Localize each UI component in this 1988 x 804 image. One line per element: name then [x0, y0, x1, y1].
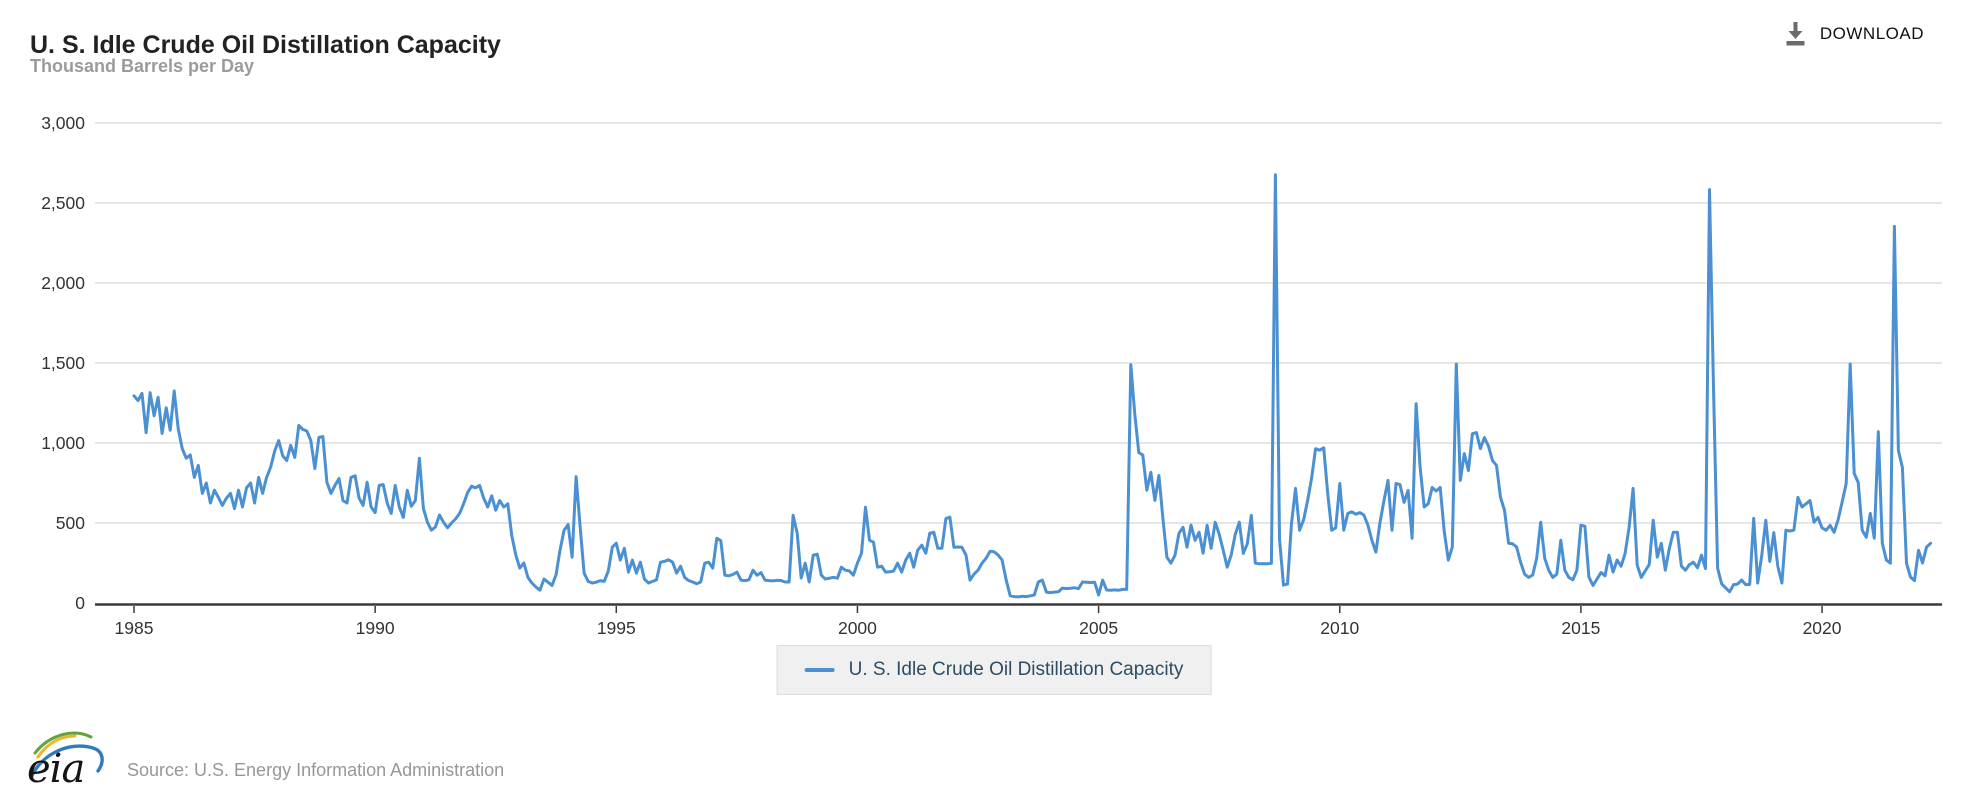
- x-axis-tick-label: 2000: [838, 618, 877, 638]
- eia-logo: eia: [25, 726, 109, 792]
- y-axis-tick-label: 2,500: [41, 193, 85, 213]
- download-button[interactable]: DOWNLOAD: [1778, 20, 1930, 47]
- source-text: Source: U.S. Energy Information Administ…: [127, 759, 505, 780]
- footer: eia Source: U.S. Energy Information Admi…: [25, 726, 504, 792]
- x-axis-tick-label: 2020: [1803, 618, 1842, 638]
- chart-units-subtitle: Thousand Barrels per Day: [30, 56, 255, 76]
- legend-label: U. S. Idle Crude Oil Distillation Capaci…: [848, 659, 1184, 680]
- y-axis-tick-label: 2,000: [41, 273, 85, 293]
- x-axis-tick-label: 2005: [1079, 618, 1118, 638]
- eia-logo-swooshes: [29, 731, 104, 780]
- eia-logo-text: eia: [27, 746, 85, 792]
- page-title: U. S. Idle Crude Oil Distillation Capaci…: [30, 30, 501, 59]
- x-axis-tick-label: 1990: [356, 618, 395, 638]
- legend[interactable]: U. S. Idle Crude Oil Distillation Capaci…: [776, 645, 1212, 695]
- capacity-line: [132, 173, 1933, 599]
- y-axis-tick-label: 1,000: [41, 433, 85, 453]
- x-axis-tick-label: 2010: [1320, 618, 1359, 638]
- download-label: DOWNLOAD: [1819, 23, 1924, 43]
- y-axis-tick-label: 500: [56, 513, 85, 533]
- y-axis-tick-label: 0: [75, 593, 85, 613]
- download-icon: [1784, 21, 1807, 46]
- legend-line-swatch: [804, 668, 835, 672]
- x-axis-tick-label: 1995: [597, 618, 636, 638]
- x-axis-tick-label: 1985: [115, 618, 154, 638]
- y-axis-tick-label: 1,500: [41, 353, 85, 373]
- y-axis-tick-label: 3,000: [41, 113, 85, 133]
- x-axis-tick-label: 2015: [1561, 618, 1600, 638]
- line-chart[interactable]: 0 500 1,000 1,500 2,000 2,500 3,000 1985 1990 199…: [0, 0, 1988, 642]
